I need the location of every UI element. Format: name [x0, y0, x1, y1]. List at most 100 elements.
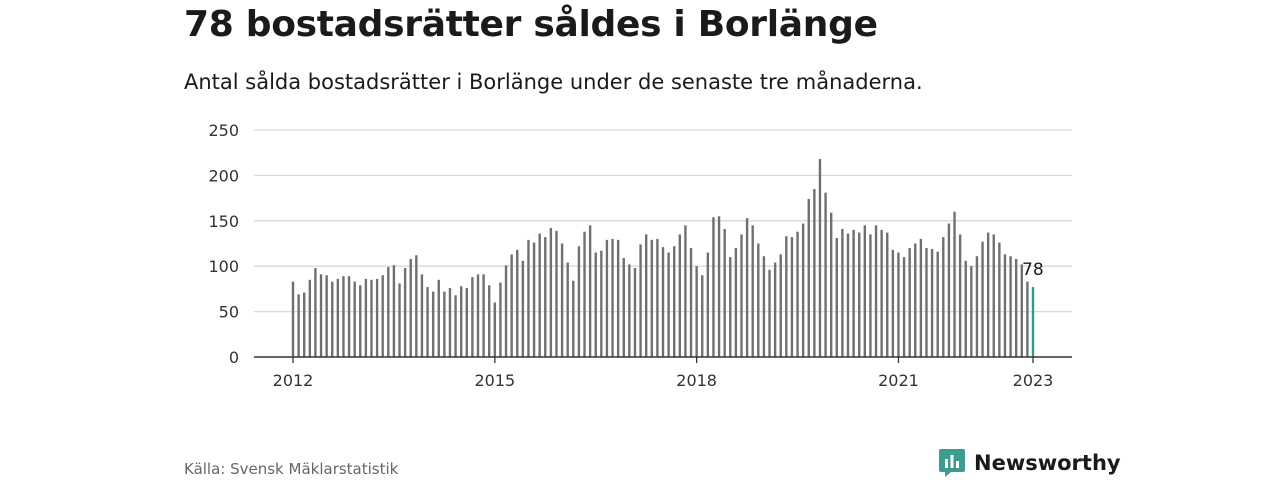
bar — [415, 255, 418, 357]
bar — [656, 238, 659, 357]
bar — [471, 277, 474, 357]
bar — [488, 285, 491, 357]
x-tick-label: 2012 — [273, 371, 314, 390]
bar — [622, 258, 625, 357]
bar — [594, 252, 597, 357]
brand-name: Newsworthy — [974, 451, 1121, 475]
bar — [706, 252, 710, 357]
bar — [443, 291, 446, 357]
bar — [785, 236, 788, 357]
bar — [560, 243, 564, 357]
bar — [757, 243, 760, 357]
bar — [936, 251, 939, 357]
bar — [359, 285, 362, 357]
bar — [751, 225, 754, 357]
bar — [729, 257, 732, 357]
bar — [616, 239, 620, 357]
bar — [852, 229, 855, 357]
bar — [437, 279, 440, 357]
bar — [538, 233, 541, 357]
bar — [459, 286, 463, 357]
bar — [499, 282, 502, 357]
bar — [549, 228, 553, 357]
bar — [992, 234, 995, 357]
bar — [790, 237, 794, 357]
bar — [841, 228, 844, 357]
bar — [874, 225, 878, 357]
newsworthy-logo-icon — [939, 449, 965, 477]
bar — [650, 239, 653, 357]
bar — [762, 256, 766, 357]
bar — [796, 231, 799, 357]
bar — [1003, 254, 1007, 357]
highlight-value-label: 78 — [1022, 260, 1044, 280]
bar — [431, 291, 435, 357]
bar — [291, 281, 295, 357]
bar — [886, 232, 889, 357]
bar — [1026, 281, 1029, 357]
bar — [347, 276, 351, 357]
bar — [801, 223, 805, 357]
brand-logo[interactable]: Newsworthy — [938, 448, 1121, 478]
x-tick-label: 2021 — [878, 371, 919, 390]
bar — [314, 268, 317, 357]
bar — [628, 264, 631, 357]
bar — [577, 246, 581, 357]
bar — [701, 275, 704, 357]
bar — [521, 260, 525, 357]
bar — [544, 237, 547, 357]
bar — [897, 252, 900, 357]
chart-subtitle: Antal sålda bostadsrätter i Borlänge und… — [184, 70, 923, 94]
bar — [375, 278, 379, 357]
bar — [914, 243, 917, 357]
bar — [779, 254, 782, 357]
bar — [308, 279, 312, 357]
bar — [740, 234, 743, 357]
bar — [813, 189, 816, 357]
y-tick-label: 150 — [208, 212, 239, 231]
bar — [572, 280, 575, 357]
bar — [953, 211, 956, 357]
bar — [353, 281, 356, 357]
bar — [476, 274, 480, 357]
bar — [303, 292, 306, 357]
bar — [516, 249, 519, 357]
bar — [717, 216, 721, 357]
bar — [420, 274, 424, 357]
highlight-bar — [1031, 287, 1035, 357]
bar — [398, 283, 401, 357]
bar — [902, 257, 906, 357]
bar — [370, 279, 373, 357]
bar — [454, 295, 457, 357]
bar — [824, 192, 827, 357]
bar — [925, 248, 928, 357]
bar — [1014, 258, 1018, 357]
bar — [689, 248, 693, 357]
bar — [297, 294, 300, 357]
bar — [482, 274, 485, 357]
bar — [723, 228, 726, 357]
bar — [667, 252, 670, 357]
bar — [986, 232, 990, 357]
bar — [527, 239, 530, 357]
bar — [600, 250, 603, 357]
bar — [807, 199, 810, 357]
bar — [712, 217, 715, 357]
bar — [919, 238, 923, 357]
bar — [981, 241, 984, 357]
x-tick-label: 2015 — [474, 371, 515, 390]
bar — [869, 234, 872, 357]
bar — [998, 242, 1001, 357]
bar — [336, 278, 340, 357]
bar — [403, 268, 407, 357]
bar — [381, 275, 384, 357]
bar — [947, 223, 951, 357]
bar — [846, 233, 850, 357]
bar — [319, 274, 323, 357]
bar — [858, 232, 861, 357]
bar — [930, 248, 934, 357]
bar — [964, 260, 967, 357]
bar — [818, 159, 822, 357]
bar — [942, 237, 945, 357]
y-tick-label: 0 — [229, 348, 239, 367]
